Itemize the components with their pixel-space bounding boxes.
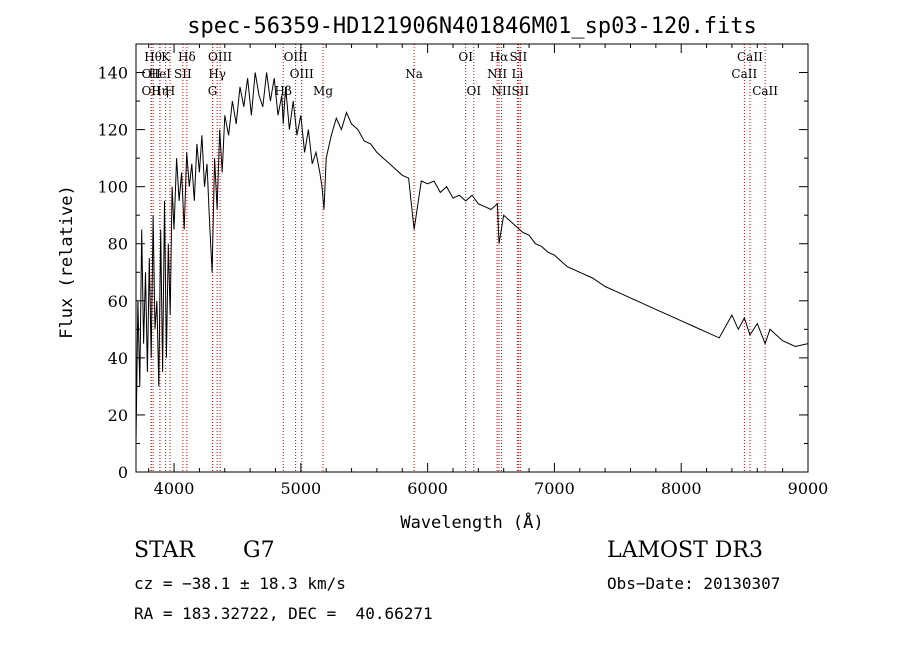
x-tick-label-0: 4000: [154, 479, 195, 498]
line-marker-label-10: G: [208, 84, 218, 98]
y-tick-label-4: 80: [108, 235, 128, 254]
line-marker-label-22: Li: [511, 67, 523, 81]
y-axis-ticks: 0 20 40 60 80 100 120 140: [97, 64, 808, 482]
line-marker-label-6: H: [165, 84, 175, 98]
line-marker-label-0: Hθ: [144, 50, 162, 64]
x-tick-label-2: 6000: [407, 479, 448, 498]
y-tick-label-2: 40: [108, 349, 128, 368]
line-marker-label-24: SII: [511, 84, 529, 98]
line-marker-label-15: Mg: [313, 84, 333, 98]
x-axis-ticks: 4000 5000 6000 7000 8000 9000: [148, 44, 829, 498]
line-marker-label-11: OIII: [208, 50, 232, 64]
spectrum-line: [135, 72, 809, 444]
line-marker-label-16: Na: [405, 67, 423, 81]
line-marker-label-21: NII: [492, 84, 512, 98]
object-class: STAR: [134, 538, 195, 563]
y-axis-label: Flux (relative): [57, 185, 77, 339]
line-marker-label-1: OII: [142, 67, 162, 81]
line-marker-label-14: OIII: [290, 67, 314, 81]
x-tick-label-5: 9000: [788, 479, 829, 498]
y-tick-label-1: 20: [108, 406, 128, 425]
line-marker-label-3: Hη: [151, 84, 169, 98]
x-axis-label: Wavelength (Å): [400, 511, 543, 533]
y-tick-label-7: 140: [97, 64, 128, 83]
line-marker-label-2: OII: [142, 84, 162, 98]
x-tick-label-4: 8000: [661, 479, 702, 498]
line-marker-label-8: Hδ: [178, 50, 196, 64]
line-marker-label-26: CaII: [737, 50, 763, 64]
observation-date: Obs−Date: 20130307: [607, 574, 781, 593]
line-marker-label-23: SII: [510, 50, 528, 64]
line-marker-label-17: OI: [458, 50, 473, 64]
line-marker-label-7: SII: [174, 67, 192, 81]
line-marker-label-13: OIII: [284, 50, 308, 64]
y-tick-label-6: 120: [97, 121, 128, 140]
line-marker-label-18: OI: [466, 84, 481, 98]
line-marker-label-12: Hβ: [275, 84, 292, 98]
line-marker-label-27: CaII: [752, 84, 778, 98]
survey-name: LAMOST DR3: [607, 538, 763, 563]
line-marker-label-25: CaII: [731, 67, 757, 81]
line-marker-label-19: NII: [487, 67, 507, 81]
y-tick-label-0: 0: [118, 463, 128, 482]
line-marker-label-4: HeI: [149, 67, 172, 81]
spectral-line-markers: [150, 44, 766, 472]
x-tick-label-1: 5000: [280, 479, 321, 498]
redshift-info: cz = −38.1 ± 18.3 km/s: [134, 574, 346, 593]
object-subclass: G7: [243, 538, 275, 563]
line-marker-label-20: Hα: [490, 50, 509, 64]
y-tick-label-3: 60: [108, 292, 128, 311]
y-tick-label-5: 100: [97, 178, 128, 197]
line-marker-label-9: Hγ: [208, 67, 226, 81]
spectral-line-labels: HθOIIOIIHηHeIKHSIIHδHγGOIIIHβOIIIOIIIMgN…: [142, 50, 779, 98]
ra-dec-coordinates: RA = 183.32722, DEC = 40.66271: [134, 604, 433, 623]
chart-title: spec-56359-HD121906N401846M01_sp03-120.f…: [187, 14, 757, 39]
x-tick-label-3: 7000: [534, 479, 575, 498]
line-marker-label-5: K: [161, 50, 171, 64]
plot-frame: [135, 43, 809, 473]
